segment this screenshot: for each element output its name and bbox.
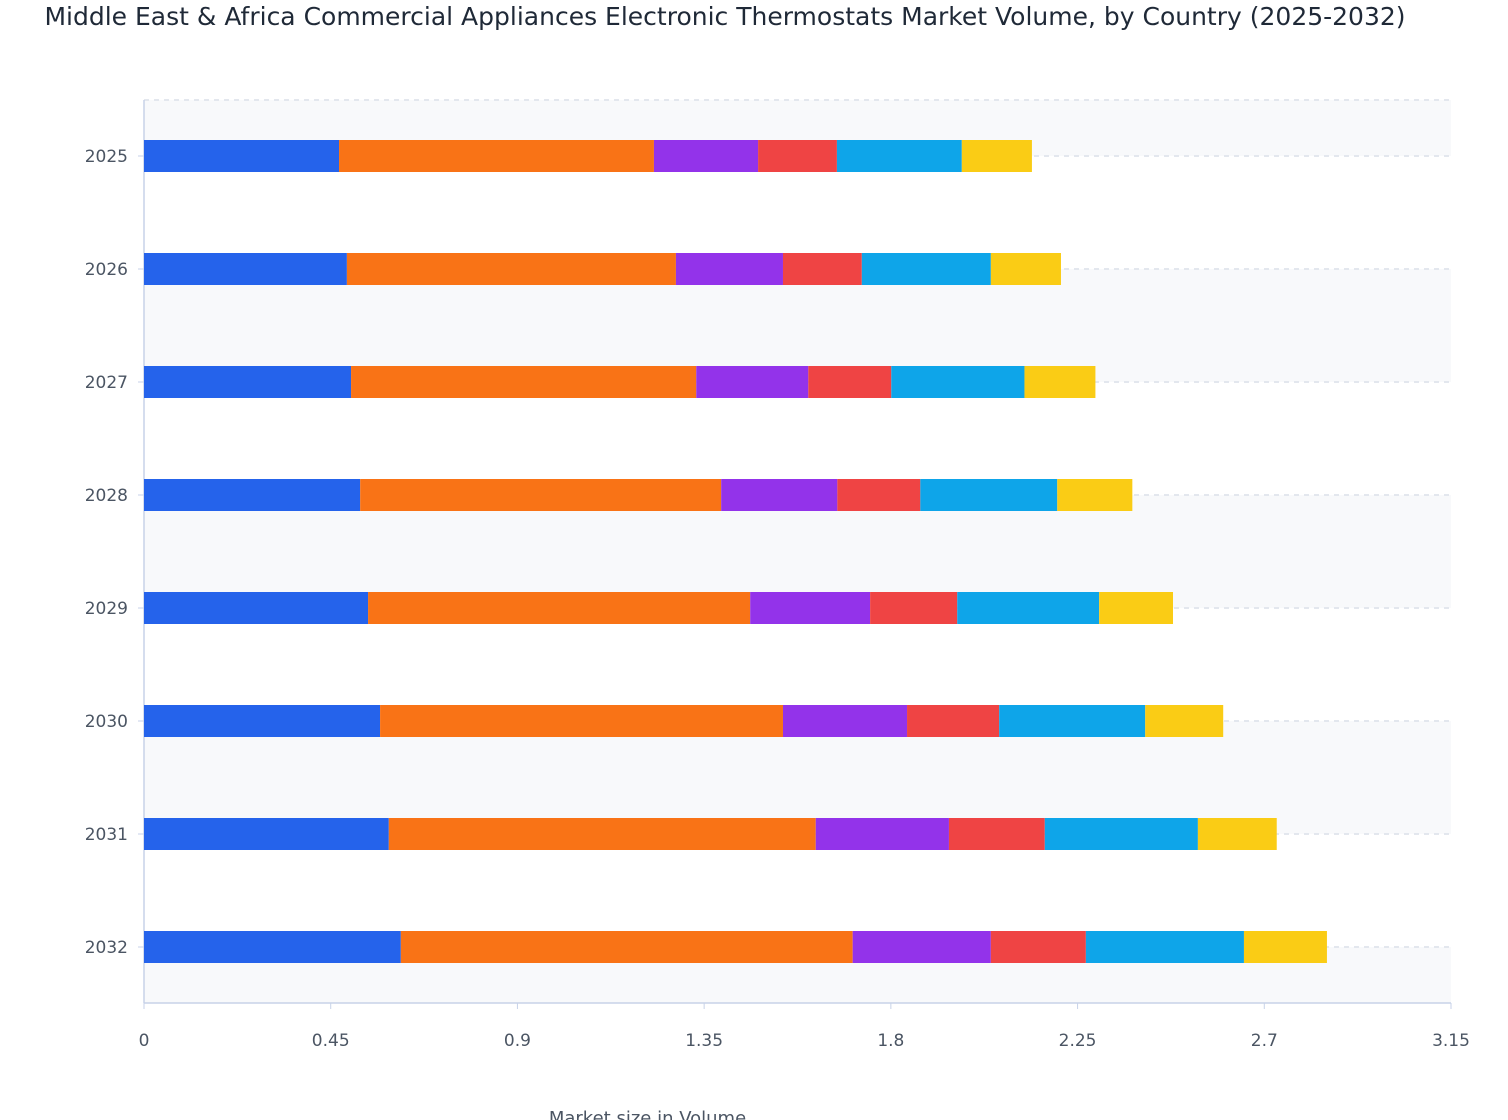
bar-segment-2027-s2 bbox=[351, 366, 697, 398]
bar-segment-2026-s2 bbox=[346, 253, 676, 285]
y-tick-label: 2026 bbox=[85, 260, 128, 280]
bar-segment-2029-s5 bbox=[957, 592, 1100, 624]
bar-segment-2026-s6 bbox=[990, 253, 1061, 285]
bar-segment-2031-s6 bbox=[1197, 818, 1277, 850]
x-tick-label: 2.25 bbox=[1059, 1031, 1097, 1051]
bar-segment-2032-s5 bbox=[1085, 931, 1244, 963]
bar-segment-2029-s3 bbox=[750, 592, 871, 624]
bar-segment-2025-s3 bbox=[653, 140, 759, 172]
x-tick-label: 0.9 bbox=[504, 1031, 531, 1051]
bar-segment-2025-s1 bbox=[144, 140, 340, 172]
bar-segment-2027-s4 bbox=[808, 366, 892, 398]
bar-segment-2031-s1 bbox=[144, 818, 389, 850]
bar-segment-2028-s6 bbox=[1057, 479, 1133, 511]
x-axis-title: Market size in Volume bbox=[549, 1108, 746, 1120]
bar-segment-2030-s2 bbox=[380, 705, 783, 737]
y-tick-label: 2027 bbox=[85, 373, 128, 393]
bar-segment-2029-s6 bbox=[1099, 592, 1174, 624]
bar-segment-2026-s4 bbox=[782, 253, 862, 285]
x-tick-label: 1.8 bbox=[877, 1031, 904, 1051]
bar-segment-2032-s3 bbox=[852, 931, 991, 963]
bar-segment-2027-s3 bbox=[696, 366, 809, 398]
x-tick-label: 3.15 bbox=[1432, 1031, 1470, 1051]
bar-segment-2027-s5 bbox=[891, 366, 1025, 398]
bar-segment-2028-s3 bbox=[721, 479, 838, 511]
chart-title: Middle East & Africa Commercial Applianc… bbox=[44, 2, 1406, 31]
y-tick-label: 2031 bbox=[85, 825, 128, 845]
bar-segment-2027-s1 bbox=[144, 366, 352, 398]
bar-segment-2032-s2 bbox=[400, 931, 853, 963]
bar-segment-2031-s3 bbox=[815, 818, 949, 850]
bar-segment-2026-s3 bbox=[675, 253, 783, 285]
bar-segment-2027-s6 bbox=[1024, 366, 1096, 398]
bar-segment-2026-s5 bbox=[861, 253, 991, 285]
bar-segment-2030-s5 bbox=[999, 705, 1146, 737]
bar-segment-2031-s4 bbox=[948, 818, 1045, 850]
bar-segment-2028-s5 bbox=[920, 479, 1058, 511]
bar-segment-2025-s5 bbox=[836, 140, 962, 172]
y-tick-label: 2028 bbox=[85, 486, 128, 506]
bar-segment-2030-s1 bbox=[144, 705, 381, 737]
bar-segment-2032-s4 bbox=[990, 931, 1086, 963]
bar-segment-2029-s1 bbox=[144, 592, 369, 624]
bar-segment-2028-s1 bbox=[144, 479, 361, 511]
x-tick-label: 0 bbox=[139, 1031, 150, 1051]
bar-segment-2025-s2 bbox=[339, 140, 654, 172]
bar-segment-2030-s4 bbox=[907, 705, 1000, 737]
bar-segment-2028-s2 bbox=[360, 479, 722, 511]
x-tick-label: 0.45 bbox=[312, 1031, 350, 1051]
bar-segment-2029-s4 bbox=[870, 592, 958, 624]
x-tick-label: 2.7 bbox=[1251, 1031, 1278, 1051]
bar-segment-2029-s2 bbox=[368, 592, 751, 624]
bar-segment-2030-s3 bbox=[782, 705, 908, 737]
background-stripe bbox=[144, 269, 1451, 382]
bar-segment-2026-s1 bbox=[144, 253, 347, 285]
bar-segment-2031-s2 bbox=[388, 818, 816, 850]
x-tick-label: 1.35 bbox=[685, 1031, 723, 1051]
bar-segment-2025-s4 bbox=[758, 140, 837, 172]
background-stripe bbox=[144, 495, 1451, 608]
bar-segment-2030-s6 bbox=[1145, 705, 1224, 737]
y-tick-label: 2030 bbox=[85, 712, 128, 732]
bar-segment-2032-s6 bbox=[1243, 931, 1327, 963]
bar-segment-2025-s6 bbox=[961, 140, 1032, 172]
y-tick-label: 2025 bbox=[85, 147, 128, 167]
bar-segment-2032-s1 bbox=[144, 931, 401, 963]
bar-segment-2031-s5 bbox=[1044, 818, 1198, 850]
background-stripe bbox=[144, 721, 1451, 834]
bar-segment-2028-s4 bbox=[837, 479, 921, 511]
y-tick-label: 2029 bbox=[85, 599, 128, 619]
y-tick-label: 2032 bbox=[85, 938, 128, 958]
